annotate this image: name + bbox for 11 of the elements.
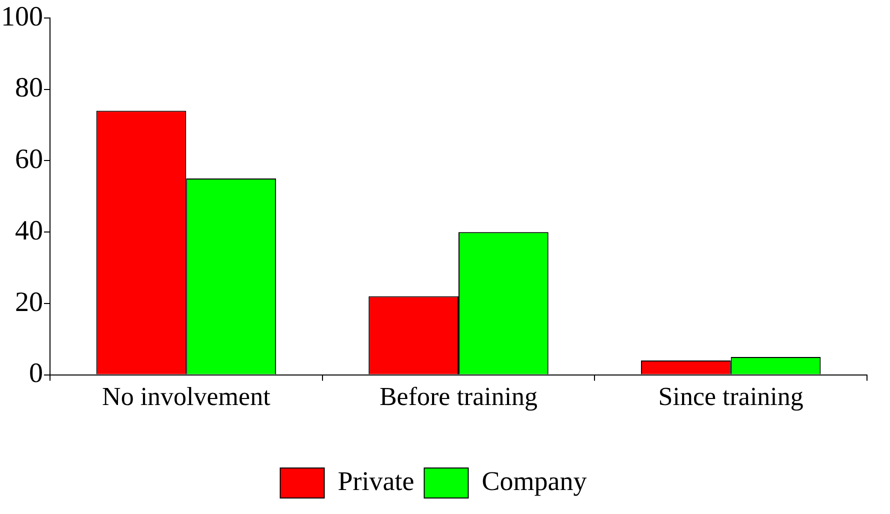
x-tick-label: Before training [379, 382, 538, 412]
y-tick-label: 20 [15, 286, 43, 318]
x-tick-label: No involvement [102, 382, 272, 412]
x-tick-label: Since training [658, 382, 804, 412]
y-tick-label: 40 [15, 215, 43, 246]
y-tick-label: 80 [15, 72, 43, 104]
legend-label: Company [482, 466, 588, 496]
y-tick-label: 0 [29, 358, 43, 390]
y-tick-label: 60 [15, 144, 43, 176]
legend-label: Private [338, 466, 414, 496]
y-tick-label: 100 [1, 1, 43, 32]
